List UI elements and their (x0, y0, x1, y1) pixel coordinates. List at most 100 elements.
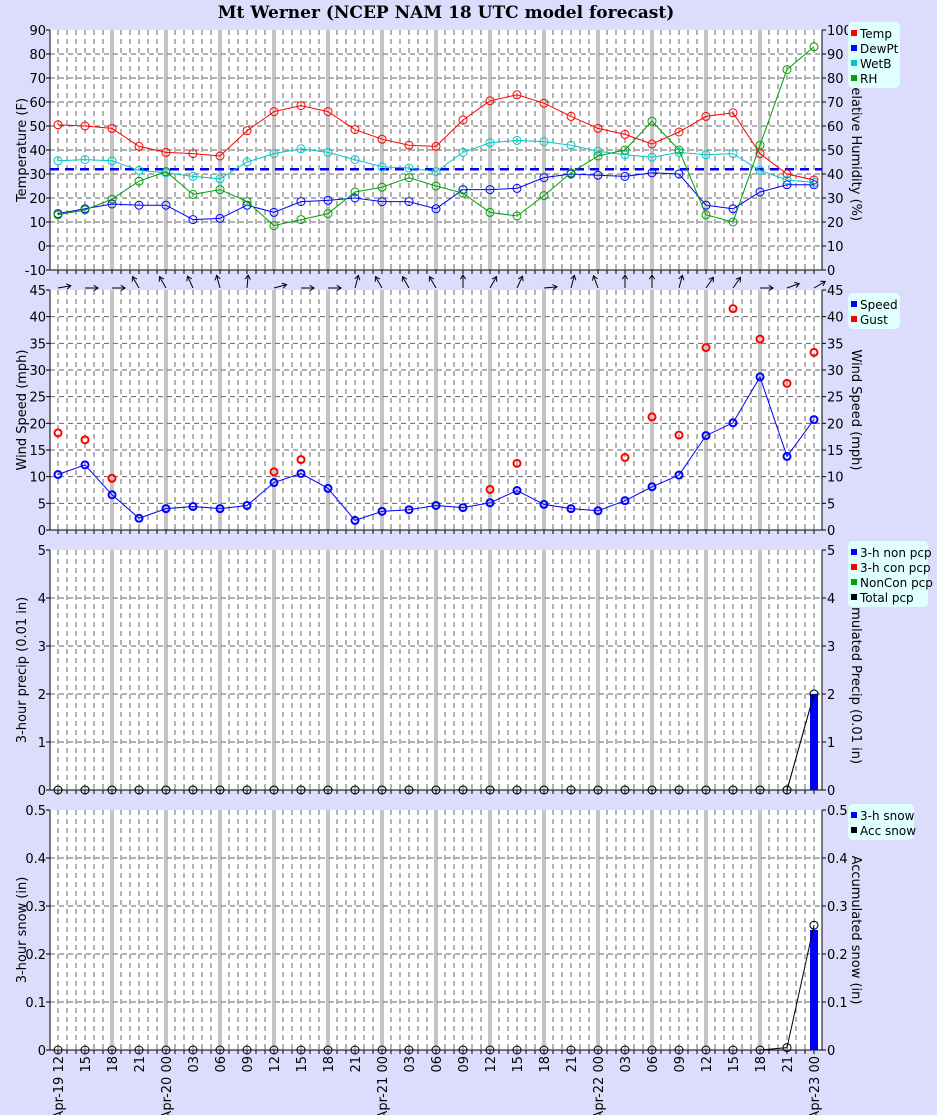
point-acc-snow (485, 1045, 495, 1055)
wind-direction-arrow (459, 274, 467, 288)
y-tick-label-right: 0 (827, 1044, 835, 1059)
point-wetb (674, 147, 684, 157)
point-wetb (431, 167, 441, 177)
point-speed (566, 504, 576, 514)
point-temp (431, 141, 441, 151)
legend-label: Gust (860, 313, 888, 327)
point-speed (647, 482, 657, 492)
point-rh (215, 185, 225, 195)
point-acc-snow (188, 1045, 198, 1055)
point-rh (593, 151, 603, 161)
point-total-pcp (80, 785, 90, 795)
point-speed (161, 504, 171, 514)
y-tick-label-left: -10 (25, 264, 46, 279)
legend-box (848, 22, 900, 88)
y-tick-label-right: 0 (827, 524, 835, 539)
point-acc-snow (782, 1043, 792, 1053)
point-temp (620, 129, 630, 139)
y-axis-label-left: Temperature (F) (15, 98, 30, 203)
y-tick-label-left: 0.1 (25, 996, 46, 1011)
x-tick-label: 18 (538, 1056, 553, 1073)
legend-label: 3-h non pcp (860, 546, 932, 560)
wind-direction-arrow (354, 274, 361, 289)
legend-swatch (851, 812, 857, 818)
point-speed (620, 496, 630, 506)
line-speed (57, 375, 815, 521)
wind-direction-arrow (273, 282, 288, 289)
point-wetb (485, 138, 495, 148)
point-temp (809, 175, 819, 185)
y-tick-label-right: 4 (827, 592, 835, 607)
point-speed (512, 486, 522, 496)
point-gust (809, 347, 819, 357)
point-dewpt (539, 173, 549, 183)
point-dewpt (350, 193, 360, 203)
x-tick-label: 09 (673, 1056, 688, 1073)
point-gust (728, 304, 738, 314)
point-acc-snow (566, 1045, 576, 1055)
x-tick-label: 03 (403, 1056, 418, 1073)
y-tick-label-left: 25 (29, 391, 46, 406)
y-tick-label-left: 90 (29, 24, 46, 39)
point-gust (80, 435, 90, 445)
point-speed (593, 506, 603, 516)
point-acc-snow (809, 920, 819, 930)
point-temp (53, 120, 63, 130)
wind-direction-arrow (186, 275, 194, 289)
x-tick-label: Apr-20 00 (160, 1056, 175, 1115)
point-speed (809, 415, 819, 425)
legend-label: 3-h con pcp (860, 561, 931, 575)
legend-label: Temp (859, 27, 892, 41)
point-total-pcp (323, 785, 333, 795)
point-wetb (728, 149, 738, 159)
y-tick-label-right: 30 (827, 192, 844, 207)
point-speed (215, 504, 225, 514)
point-total-pcp (755, 785, 765, 795)
point-temp (728, 108, 738, 118)
wind-direction-arrow (516, 275, 524, 289)
y-tick-label-left: 80 (29, 48, 46, 63)
point-wetb (512, 135, 522, 145)
point-dewpt (593, 170, 603, 180)
y-axis-label-left: Wind Speed (mph) (15, 350, 30, 471)
point-total-pcp (782, 785, 792, 795)
x-tick-label: 18 (754, 1056, 769, 1073)
point-temp (188, 149, 198, 159)
legend-swatch (851, 549, 857, 555)
y-tick-label-left: 0.3 (25, 900, 46, 915)
point-gust (485, 484, 495, 494)
y-tick-label-left: 0 (38, 784, 46, 799)
point-total-pcp (161, 785, 171, 795)
point-dewpt (107, 199, 117, 209)
point-total-pcp (620, 785, 630, 795)
legend-swatch (851, 45, 857, 51)
point-total-pcp (431, 785, 441, 795)
point-dewpt (728, 204, 738, 214)
point-acc-snow (728, 1045, 738, 1055)
point-acc-snow (215, 1045, 225, 1055)
legend-box (848, 804, 914, 840)
wind-direction-arrow (570, 274, 577, 289)
y-tick-label-right: 10 (827, 240, 844, 255)
point-acc-snow (674, 1045, 684, 1055)
line-rh (57, 46, 815, 227)
y-tick-label-right: 3 (827, 640, 835, 655)
wind-direction-arrow (374, 275, 383, 289)
point-acc-snow (593, 1045, 603, 1055)
point-rh (188, 189, 198, 199)
point-gust (107, 473, 117, 483)
wind-direction-arrow (158, 275, 167, 289)
wind-direction-arrow (543, 284, 558, 291)
point-acc-snow (404, 1045, 414, 1055)
point-total-pcp (512, 785, 522, 795)
y-tick-label-left: 10 (29, 471, 46, 486)
point-speed (755, 372, 765, 382)
point-temp (350, 125, 360, 135)
point-dewpt (269, 207, 279, 217)
point-rh (377, 182, 387, 192)
point-dewpt (620, 171, 630, 181)
point-rh (782, 65, 792, 75)
point-acc-snow (80, 1045, 90, 1055)
point-rh (755, 140, 765, 150)
